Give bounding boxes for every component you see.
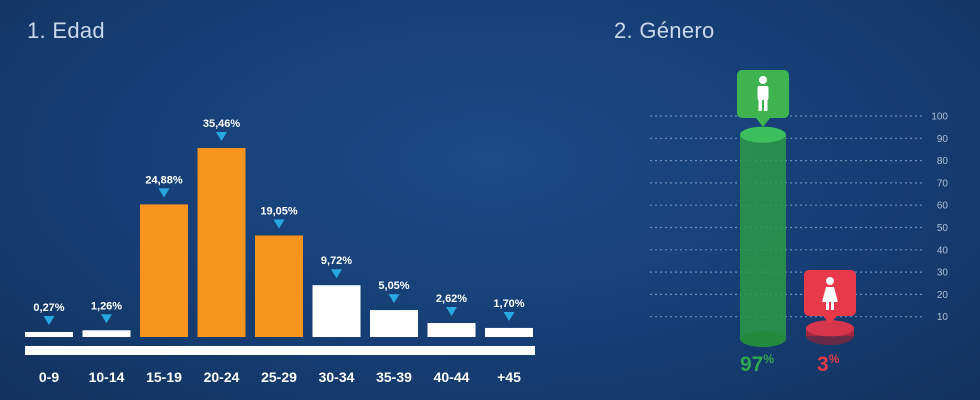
female-percentage-unit: % xyxy=(828,352,840,366)
age-marker-25-29 xyxy=(273,219,285,229)
age-marker-15-19 xyxy=(158,188,170,198)
age-value-label-15-19: 24,88% xyxy=(145,174,183,186)
male-percentage-unit: % xyxy=(763,352,775,366)
age-category-label-10-14: 10-14 xyxy=(89,369,125,385)
age-value-label-10-14: 1,26% xyxy=(91,300,122,312)
age-marker-30-34 xyxy=(331,269,342,279)
gender-tick-label-90: 90 xyxy=(937,134,949,145)
male-bar xyxy=(740,126,786,347)
age-bar-25-29 xyxy=(255,235,303,337)
age-bar-35-39 xyxy=(370,310,418,337)
age-marker-35-39 xyxy=(388,294,400,304)
male-percentage-value: 97 xyxy=(740,353,764,376)
age-marker-0-9 xyxy=(43,316,55,325)
male-cylinder-top xyxy=(740,126,786,143)
age-marker-10-14 xyxy=(101,314,112,324)
gender-tick-label-10: 10 xyxy=(937,312,949,323)
age-chart-title: 1. Edad xyxy=(27,18,105,43)
female-icon xyxy=(804,270,856,324)
age-value-label-30-34: 9,72% xyxy=(321,255,352,267)
age-value-label-25-29: 19,05% xyxy=(260,205,298,217)
age-category-label-30-34: 30-34 xyxy=(319,369,355,385)
age-category-label-+45: +45 xyxy=(497,369,521,385)
gender-tick-label-60: 60 xyxy=(937,201,949,212)
gender-tick-label-50: 50 xyxy=(937,223,949,234)
age-value-label-0-9: 0,27% xyxy=(33,302,64,314)
female-cylinder-top xyxy=(806,320,854,337)
age-category-label-15-19: 15-19 xyxy=(146,369,182,385)
gender-tick-label-40: 40 xyxy=(937,245,949,256)
gender-tick-label-20: 20 xyxy=(937,290,949,301)
age-value-label-40-44: 2,62% xyxy=(436,293,467,305)
age-value-label-+45: 1,70% xyxy=(493,298,524,310)
male-percentage: 97% xyxy=(740,352,774,377)
age-bar-40-44 xyxy=(427,323,476,337)
age-value-label-20-24: 35,46% xyxy=(203,118,241,130)
age-category-label-35-39: 35-39 xyxy=(376,369,412,385)
age-category-label-0-9: 0-9 xyxy=(39,369,59,385)
male-cylinder-base xyxy=(740,331,786,347)
age-category-label-40-44: 40-44 xyxy=(434,369,470,385)
gender-tick-label-80: 80 xyxy=(937,156,949,167)
age-bar-10-14 xyxy=(82,330,131,337)
age-baseline xyxy=(25,346,535,355)
gender-tick-label-100: 100 xyxy=(931,112,948,123)
gender-tick-label-30: 30 xyxy=(937,268,949,279)
gender-chart-title: 2. Género xyxy=(614,18,715,43)
gender-tick-label-70: 70 xyxy=(937,178,949,189)
age-bar-0-9 xyxy=(25,332,73,337)
age-bar-15-19 xyxy=(140,204,188,337)
age-bar-chart: 0,27% 0-9 1,26% 10-14 24,88% 15-19 35,46% 20-24… xyxy=(25,118,535,385)
male-icon xyxy=(737,70,789,127)
age-value-label-35-39: 5,05% xyxy=(378,280,409,292)
male-cylinder-body xyxy=(740,134,786,339)
female-bar xyxy=(806,320,854,345)
female-percentage: 3% xyxy=(817,352,839,377)
age-marker-20-24 xyxy=(216,132,227,141)
female-percentage-value: 3 xyxy=(817,353,829,376)
age-marker-40-44 xyxy=(446,307,457,317)
age-marker-+45 xyxy=(503,311,515,321)
age-bar-30-34 xyxy=(312,285,361,337)
age-bar-20-24 xyxy=(197,148,246,337)
age-category-label-20-24: 20-24 xyxy=(204,369,240,385)
age-category-label-25-29: 25-29 xyxy=(261,369,297,385)
age-bar-+45 xyxy=(485,327,533,337)
